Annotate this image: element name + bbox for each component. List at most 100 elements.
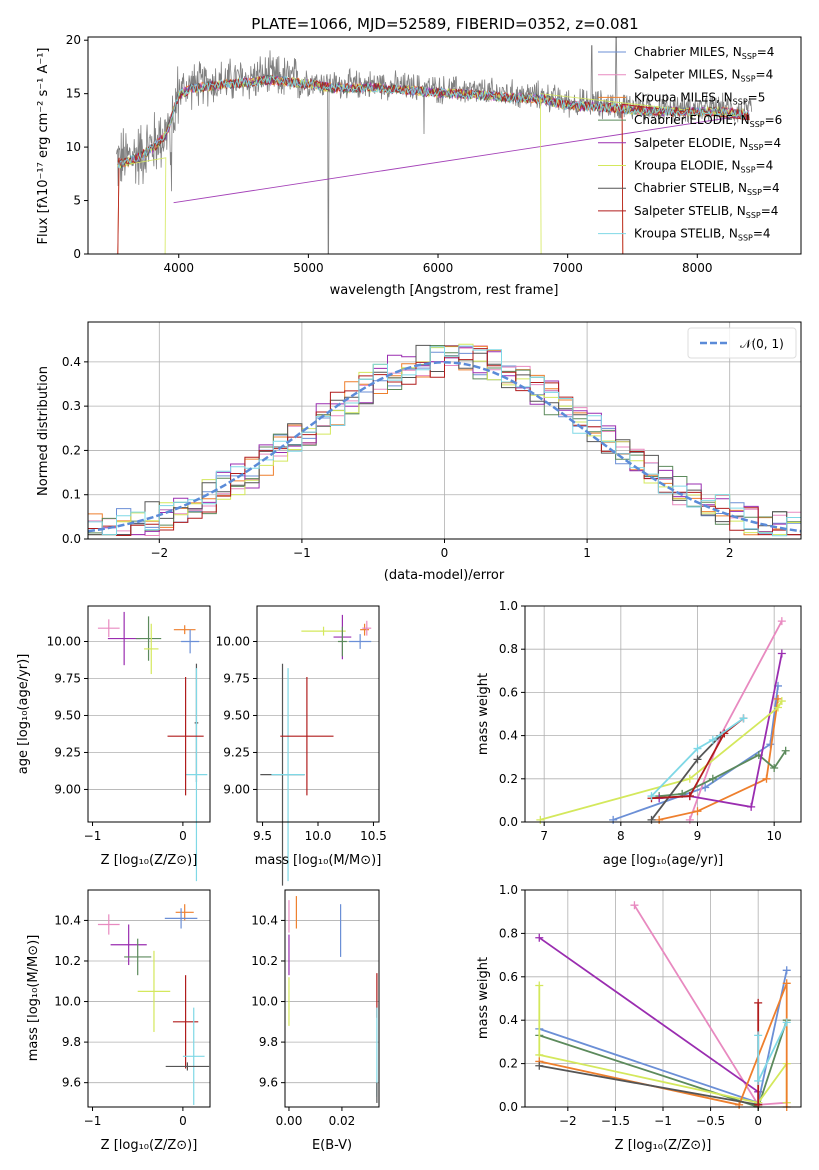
y-tick-label: 0.1 xyxy=(62,488,81,502)
y-tick-label: 9.50 xyxy=(54,708,81,722)
y-tick-label: 5 xyxy=(73,194,81,208)
weight-marker xyxy=(762,774,771,783)
y-tick-label: 9.75 xyxy=(223,671,250,685)
histogram-step-7 xyxy=(88,345,801,536)
x-tick-label: 10.5 xyxy=(360,829,387,843)
legend-label-5: Kroupa ELODIE, NSSP=4 xyxy=(634,159,773,175)
weight-marker xyxy=(782,979,791,988)
weight-marker xyxy=(781,746,790,755)
y-tick-label: 10.00 xyxy=(47,635,81,649)
x-tick-label: 9 xyxy=(694,829,702,843)
y-tick-label: 0.4 xyxy=(62,355,81,369)
x-tick-label: 5000 xyxy=(293,261,324,275)
x-tick-label: 0 xyxy=(441,546,449,560)
y-axis-label: mass weight xyxy=(476,673,491,755)
x-axis-label: Z [log₁₀(Z/Z⊙)] xyxy=(101,1138,198,1153)
y-tick-label: 9.50 xyxy=(223,708,250,722)
x-tick-label: 10.0 xyxy=(305,829,332,843)
weight-marker xyxy=(747,802,756,811)
x-axis-label: age [log₁₀(age/yr)] xyxy=(603,853,724,868)
x-tick-label: 0 xyxy=(754,1114,762,1128)
y-tick-label: 0.2 xyxy=(62,443,81,457)
weight-line-6 xyxy=(539,1064,759,1106)
model-line-5 xyxy=(117,75,750,254)
weight-marker xyxy=(754,1031,763,1040)
weight-marker xyxy=(609,815,618,824)
legend-label-3: Chabrier ELODIE, NSSP=6 xyxy=(634,113,782,129)
x-axis-label: E(B-V) xyxy=(312,1138,352,1153)
spectrum-xlabel: wavelength [Angstrom, rest frame] xyxy=(330,283,559,298)
spectrum-lines xyxy=(116,37,753,254)
weight-marker xyxy=(535,933,544,942)
weight-marker xyxy=(535,1061,544,1070)
legend-label-1: Salpeter MILES, NSSP=4 xyxy=(634,68,773,84)
y-tick-label: 9.8 xyxy=(62,1035,81,1049)
weight-marker xyxy=(685,792,694,801)
y-tick-label: 10.4 xyxy=(54,913,81,927)
weight-marker xyxy=(754,998,763,1007)
spectrum-panel: PLATE=1066, MJD=52589, FIBERID=0352, z=0… xyxy=(36,15,802,298)
legend-label-8: Kroupa STELIB, NSSP=4 xyxy=(634,227,771,243)
axes-frame xyxy=(87,889,211,1108)
legend-label-2: Kroupa MILES, NSSP=5 xyxy=(634,90,765,106)
weight-marker xyxy=(536,815,545,824)
weight-marker xyxy=(754,1076,763,1085)
legend-label-4: Salpeter ELODIE, NSSP=4 xyxy=(634,136,781,152)
y-tick-label: 9.6 xyxy=(259,1076,278,1090)
y-tick-label: 9.6 xyxy=(62,1076,81,1090)
legend-label-0: Chabrier MILES, NSSP=4 xyxy=(634,45,774,61)
y-tick-label: 0.0 xyxy=(499,815,518,829)
weight-marker xyxy=(685,774,694,783)
normal-legend-label: 𝒩(0, 1) xyxy=(740,337,784,351)
y-tick-label: 9.25 xyxy=(54,745,81,759)
x-tick-label: −1 xyxy=(84,829,102,843)
y-tick-label: 0.4 xyxy=(499,1013,518,1027)
x-axis-label: Z [log₁₀(Z/Z⊙)] xyxy=(615,1138,712,1153)
y-axis-label: mass [log₁₀(M/M⊙)] xyxy=(26,935,41,1062)
weight-marker xyxy=(777,697,786,706)
y-tick-label: 10.4 xyxy=(251,913,278,927)
x-tick-label: −1.5 xyxy=(601,1114,630,1128)
x-tick-label: −2 xyxy=(150,546,168,560)
x-tick-label: 8000 xyxy=(682,261,713,275)
x-tick-label: 2 xyxy=(726,546,734,560)
weight-line-5 xyxy=(540,700,783,821)
y-tick-label: 10.2 xyxy=(251,954,278,968)
x-tick-label: −0.5 xyxy=(696,1114,725,1128)
histogram-ylabel: Normed distribution xyxy=(36,366,51,496)
legend-label-7: Salpeter STELIB, NSSP=4 xyxy=(634,204,778,220)
x-tick-label: 10 xyxy=(767,829,782,843)
mass-vs-metallicity-panel: −1 0 9.6 9.8 10.0 10.2 10.4 Z [log₁₀(Z/Z⊙)] mass… xyxy=(26,889,211,1153)
x-tick-label: 0 xyxy=(179,829,187,843)
chart-title: PLATE=1066, MJD=52589, FIBERID=0352, z=0… xyxy=(251,15,638,33)
x-tick-label: 8 xyxy=(617,829,625,843)
weight-marker xyxy=(647,792,656,801)
y-tick-label: 0.4 xyxy=(499,729,518,743)
weight-line-8 xyxy=(650,717,745,797)
x-tick-label: −1 xyxy=(654,1114,672,1128)
residual-histogram-panel: −2 −1 0 1 2 0.0 0.1 0.2 0.3 0.4 (data-model)/erro… xyxy=(36,321,802,583)
spectrum-legend: Chabrier MILES, NSSP=4 Salpeter MILES, NS… xyxy=(598,45,782,243)
weight-line-4 xyxy=(659,653,783,808)
y-tick-label: 9.00 xyxy=(54,782,81,796)
y-tick-label: 1.0 xyxy=(499,883,518,897)
normal-curve xyxy=(87,361,802,533)
weight-marker xyxy=(708,735,717,744)
weight-marker xyxy=(693,755,702,764)
age-vs-metallicity-panel: −1 0 9.00 9.25 9.50 9.75 10.00 Z [log₁₀(Z/Z⊙)] a… xyxy=(16,605,211,882)
x-tick-label: 7000 xyxy=(552,261,583,275)
weight-marker xyxy=(774,703,782,712)
x-tick-label: 0 xyxy=(179,1114,187,1128)
x-tick-label: 9.5 xyxy=(253,829,272,843)
x-axis-label: Z [log₁₀(Z/Z⊙)] xyxy=(101,853,198,868)
y-tick-label: 9.8 xyxy=(259,1035,278,1049)
y-tick-label: 0.3 xyxy=(62,399,81,413)
y-tick-label: 0.2 xyxy=(499,772,518,786)
axes-frame xyxy=(284,889,380,1108)
weight-marker xyxy=(630,901,639,910)
y-axis-label: mass weight xyxy=(476,957,491,1039)
mass-vs-ebv-panel: 0.00 0.02 9.6 9.8 10.0 10.2 10.4 E(B-V) xyxy=(251,889,380,1153)
y-tick-label: 0.0 xyxy=(62,532,81,546)
histogram-legend: 𝒩(0, 1) xyxy=(687,327,797,359)
x-tick-label: 6000 xyxy=(423,261,454,275)
